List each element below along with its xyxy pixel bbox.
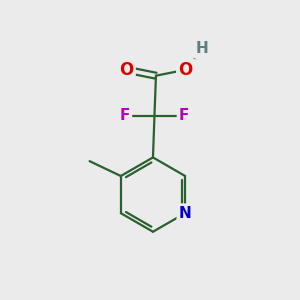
Text: O: O — [119, 61, 133, 79]
Text: F: F — [179, 108, 189, 123]
Text: O: O — [178, 61, 193, 79]
Text: N: N — [179, 206, 191, 221]
Text: F: F — [119, 108, 130, 123]
Text: H: H — [196, 41, 208, 56]
